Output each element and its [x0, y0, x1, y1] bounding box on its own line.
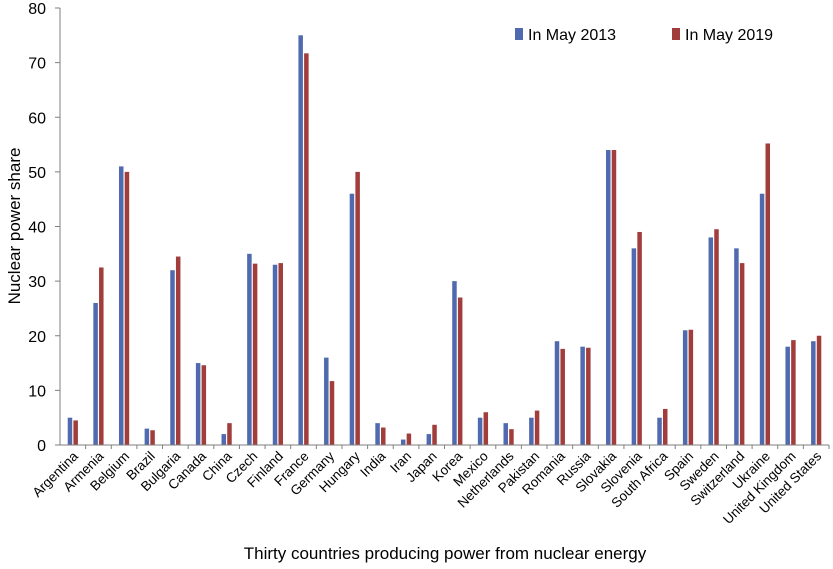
bar-2019: [637, 231, 642, 445]
bar-2019: [406, 433, 412, 445]
legend-label-2013: In May 2013: [528, 27, 616, 44]
bar-2013: [811, 341, 816, 445]
bar-2019: [329, 381, 335, 445]
bar-2019: [586, 347, 591, 445]
bar-2013: [503, 423, 508, 445]
y-tick-label: 0: [37, 438, 46, 455]
bar-2019: [457, 297, 463, 445]
bar-2019: [278, 263, 283, 445]
y-tick-label: 40: [28, 220, 46, 237]
bar-2013: [221, 434, 227, 445]
y-tick-label: 80: [28, 1, 46, 18]
bar-2013: [631, 248, 637, 445]
y-tick-label: 60: [28, 110, 46, 127]
bar-2019: [611, 150, 617, 445]
legend: In May 2013 In May 2019: [515, 27, 773, 44]
bar-2019: [714, 229, 719, 445]
bar-2013: [580, 346, 585, 445]
bar-2013: [144, 428, 150, 445]
legend-swatch-2019: [672, 28, 680, 40]
y-tick-label: 20: [28, 329, 46, 346]
bar-2019: [124, 171, 130, 445]
bar-2013: [67, 417, 73, 445]
bar-2013: [170, 270, 175, 445]
bar-2013: [554, 341, 560, 445]
x-axis-title: Thirty countries producing power from nu…: [244, 544, 647, 563]
bar-2019: [227, 423, 232, 445]
y-tick-label: 70: [28, 56, 46, 73]
bar-2013: [349, 193, 355, 445]
bar-2019: [765, 143, 771, 445]
bar-2013: [118, 166, 124, 445]
bar-2013: [657, 417, 662, 445]
bar-2013: [682, 330, 688, 445]
bar-2013: [375, 423, 380, 445]
y-tick-label: 50: [28, 165, 46, 182]
y-tick-label: 30: [28, 274, 46, 291]
bar-2013: [426, 434, 432, 445]
bar-2019: [534, 410, 540, 445]
bar-2013: [529, 417, 534, 445]
bar-2013: [759, 193, 765, 445]
bar-2013: [195, 363, 201, 445]
y-tick-label: 10: [28, 383, 46, 400]
bar-2013: [247, 253, 252, 445]
bar-2019: [432, 424, 437, 445]
y-axis-title: Nuclear power share: [5, 148, 24, 305]
x-tick-label: India: [357, 448, 389, 480]
bar-2013: [606, 150, 611, 445]
legend-label-2019: In May 2019: [685, 27, 773, 44]
bar-2019: [688, 329, 694, 445]
x-tick-labels: ArgentinaArmeniaBelgiumBrazilBulgariaCan…: [29, 445, 830, 527]
bar-2013: [452, 281, 457, 445]
bar-2019: [201, 365, 207, 445]
bar-2019: [791, 340, 796, 445]
bar-2013: [477, 417, 483, 445]
bar-2013: [93, 302, 98, 445]
bar-2019: [483, 412, 489, 445]
bar-2019: [150, 430, 155, 445]
bar-2019: [662, 408, 668, 445]
bar-2019: [816, 335, 822, 445]
bar-2019: [252, 263, 258, 445]
bar-2019: [175, 256, 181, 445]
bar-2013: [272, 264, 278, 445]
bar-2013: [400, 439, 406, 445]
axes: [59, 8, 829, 446]
bar-2013: [785, 346, 790, 445]
y-tick-labels: 0 10 20 30 40 50 60 70 80: [28, 1, 60, 455]
bar-2013: [324, 357, 329, 445]
bar-2013: [734, 248, 739, 445]
bars: [67, 35, 822, 446]
bar-2013: [708, 237, 714, 445]
bar-2019: [73, 420, 78, 445]
bar-2019: [99, 267, 104, 445]
bar-2019: [509, 429, 514, 445]
bar-2013: [298, 35, 303, 445]
bar-2019: [381, 427, 386, 445]
bar-2019: [560, 348, 565, 445]
bar-2019: [739, 263, 745, 445]
bar-2019: [304, 53, 309, 446]
legend-swatch-2013: [515, 28, 523, 40]
bar-2019: [355, 171, 360, 445]
